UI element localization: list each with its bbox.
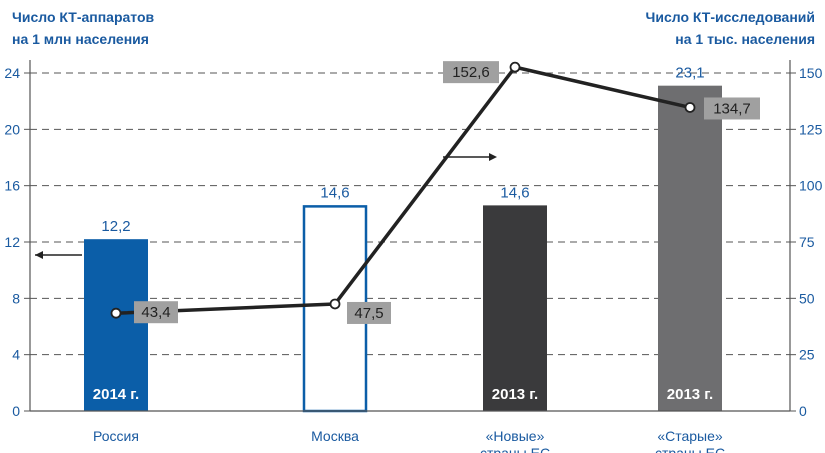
bar-value-label: 14,6 <box>500 184 529 201</box>
left-tick-label: 16 <box>4 178 20 194</box>
right-tick-label: 75 <box>799 234 815 250</box>
right-tick-label: 150 <box>799 65 823 81</box>
line-series <box>110 61 696 319</box>
line-series-path <box>115 65 691 315</box>
line-label-box <box>347 301 391 324</box>
category-label: «Новые» <box>486 428 545 444</box>
left-tick-label: 24 <box>4 65 20 81</box>
line-point <box>684 102 696 113</box>
category-label: «Старые» <box>657 428 723 444</box>
line-value-label: 47,5 <box>354 305 383 322</box>
line-label-box <box>443 61 499 84</box>
bar-3 <box>483 205 547 411</box>
bar-4 <box>658 85 722 412</box>
line-point <box>110 307 122 319</box>
category-label: Москва <box>311 428 359 444</box>
category-label: страны ЕС <box>480 445 550 453</box>
left-axis-arrow-icon <box>35 251 82 259</box>
left-tick-label: 20 <box>4 121 20 137</box>
right-axis-arrow-icon <box>443 153 497 161</box>
bar-year-label: 2013 г. <box>667 386 713 403</box>
left-axis-title-line2: на 1 млн населения <box>12 31 149 47</box>
bar-year-label: 2013 г. <box>492 386 538 403</box>
bar-1 <box>84 239 148 411</box>
right-tick-label: 100 <box>799 178 823 194</box>
left-axis-title-line1: Число КТ-аппаратов <box>12 9 155 25</box>
right-tick-label: 125 <box>799 121 823 137</box>
right-tick-label: 25 <box>799 347 815 363</box>
axes: 0 4 8 12 16 20 24 0 25 50 75 100 125 150 <box>4 60 823 419</box>
line-label-box <box>704 97 760 120</box>
left-tick-label: 12 <box>4 234 20 250</box>
bar-value-label: 23,1 <box>675 65 704 82</box>
line-value-label: 152,6 <box>452 64 490 81</box>
line-value-label: 43,4 <box>141 304 170 321</box>
line-value-label: 134,7 <box>713 100 751 117</box>
gridlines <box>30 72 790 356</box>
data-labels: 12,2 2014 г. Россия 14,6 Москва 14,6 2013 г. «Н… <box>93 61 760 453</box>
right-tick-label: 50 <box>799 290 815 306</box>
right-axis-title-line2: на 1 тыс. населения <box>675 31 815 47</box>
line-point <box>509 61 521 73</box>
left-tick-label: 4 <box>12 347 20 363</box>
left-tick-label: 0 <box>12 403 20 419</box>
right-tick-label: 0 <box>799 403 807 419</box>
right-axis-title-line1: Число КТ-исследований <box>646 9 815 25</box>
bar-value-label: 12,2 <box>101 218 130 235</box>
bar-year-label: 2014 г. <box>93 386 139 403</box>
category-label: Россия <box>93 428 139 444</box>
bar-value-label: 14,6 <box>320 184 349 201</box>
bars <box>84 85 722 413</box>
line-point <box>329 298 341 310</box>
line-label-box <box>134 301 178 324</box>
category-label: страны ЕС <box>655 445 725 453</box>
left-tick-label: 8 <box>12 290 20 306</box>
